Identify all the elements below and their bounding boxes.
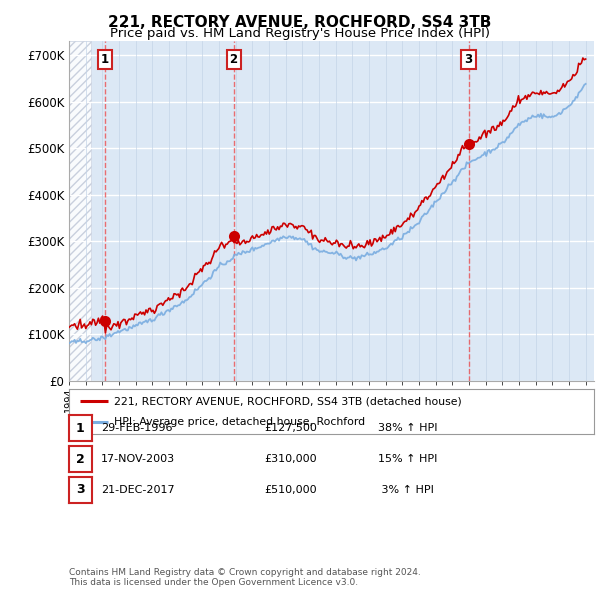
Text: Price paid vs. HM Land Registry's House Price Index (HPI): Price paid vs. HM Land Registry's House … bbox=[110, 27, 490, 40]
Text: 17-NOV-2003: 17-NOV-2003 bbox=[101, 454, 175, 464]
Text: 1: 1 bbox=[76, 422, 85, 435]
Text: 221, RECTORY AVENUE, ROCHFORD, SS4 3TB (detached house): 221, RECTORY AVENUE, ROCHFORD, SS4 3TB (… bbox=[113, 396, 461, 407]
Text: 2: 2 bbox=[76, 453, 85, 466]
Text: 15% ↑ HPI: 15% ↑ HPI bbox=[378, 454, 437, 464]
Text: 21-DEC-2017: 21-DEC-2017 bbox=[101, 485, 175, 494]
Text: 3: 3 bbox=[76, 483, 85, 496]
Text: 38% ↑ HPI: 38% ↑ HPI bbox=[378, 424, 437, 433]
Text: HPI: Average price, detached house, Rochford: HPI: Average price, detached house, Roch… bbox=[113, 417, 365, 427]
Text: £310,000: £310,000 bbox=[264, 454, 317, 464]
Text: £127,500: £127,500 bbox=[264, 424, 317, 433]
Text: 1: 1 bbox=[101, 53, 109, 66]
Text: 3% ↑ HPI: 3% ↑ HPI bbox=[378, 485, 434, 494]
Text: 2: 2 bbox=[230, 53, 238, 66]
Text: Contains HM Land Registry data © Crown copyright and database right 2024.
This d: Contains HM Land Registry data © Crown c… bbox=[69, 568, 421, 587]
Text: 3: 3 bbox=[464, 53, 473, 66]
Text: 29-FEB-1996: 29-FEB-1996 bbox=[101, 424, 172, 433]
Text: £510,000: £510,000 bbox=[264, 485, 317, 494]
Text: 221, RECTORY AVENUE, ROCHFORD, SS4 3TB: 221, RECTORY AVENUE, ROCHFORD, SS4 3TB bbox=[109, 15, 491, 30]
Bar bbox=[69, 41, 91, 381]
